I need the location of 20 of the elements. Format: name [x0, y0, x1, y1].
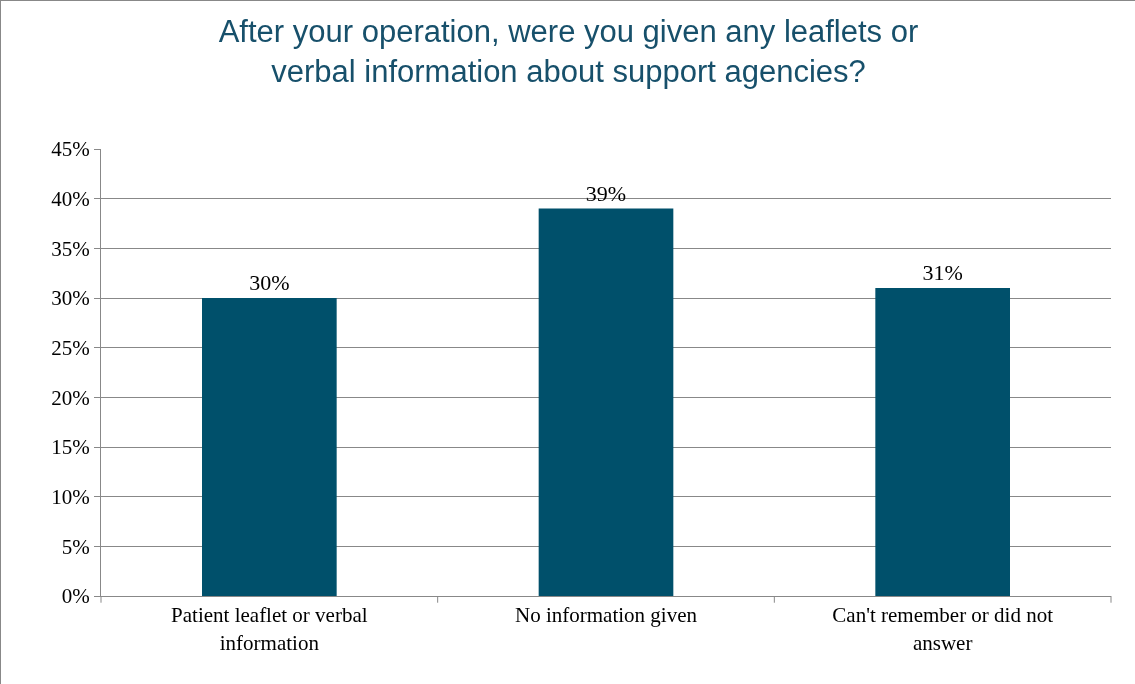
- y-tick-label: 5%: [61, 534, 90, 559]
- y-tick-label: 40%: [51, 187, 90, 212]
- data-label: 39%: [585, 180, 627, 206]
- y-tick-label: 0%: [61, 584, 90, 609]
- bar: [875, 288, 1010, 596]
- chart-title: After your operation, were you given any leaflets or verbal information about support agencies?: [218, 14, 919, 90]
- y-tick-label: 20%: [51, 385, 90, 410]
- x-tick-label: Can't remember or did not answer: [832, 603, 1054, 655]
- y-tick-label: 10%: [51, 485, 90, 510]
- x-tick-label: Patient leaflet or verbal information: [171, 603, 368, 655]
- y-tick-label: 35%: [51, 236, 90, 261]
- data-label: 30%: [249, 270, 290, 295]
- y-tick-label: 15%: [51, 435, 90, 460]
- y-tick-label: 30%: [51, 286, 90, 311]
- data-label: 31%: [922, 260, 963, 286]
- x-tick-label: No information given: [515, 603, 698, 628]
- bar: [202, 298, 337, 596]
- bar: [538, 208, 674, 596]
- y-tick-label: 25%: [51, 336, 90, 361]
- y-tick-label: 45%: [51, 137, 90, 162]
